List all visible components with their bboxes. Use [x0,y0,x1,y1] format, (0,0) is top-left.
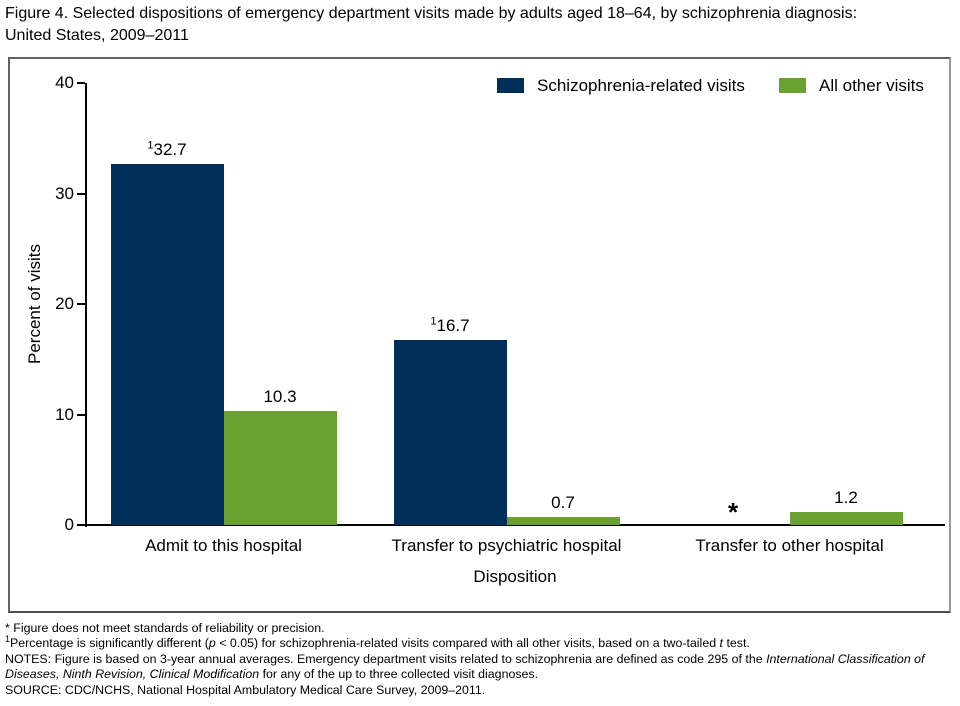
legend-swatch-icon [497,78,524,93]
y-axis-tick [77,192,85,195]
significance-superscript: 1 [147,139,154,151]
bar-value-label: 116.7 [430,315,470,336]
figure-title: Figure 4. Selected dispositions of emerg… [5,3,955,47]
legend-item-0: Schizophrenia-related visits [497,76,745,95]
significance-superscript: 1 [430,315,437,328]
y-axis-tick [77,524,85,526]
legend-swatch-icon [779,78,806,93]
bar-value-label: 132.7 [147,139,187,159]
chart-frame: Schizophrenia-related visits All other vi… [8,57,951,613]
legend-label: All other visits [819,75,924,95]
bar-value-label: 10.3 [263,387,297,407]
category-label-0: Admit to this hospital [145,536,302,555]
bar-all-other-1 [506,517,620,525]
legend-label: Schizophrenia-related visits [537,75,745,95]
category-label-1: Transfer to psychiatric hospital [391,536,622,555]
y-tick-label: 30 [55,183,74,203]
bar-schizophrenia-1 [393,340,507,525]
y-axis-line [85,83,87,527]
y-tick-label: 40 [55,73,74,92]
x-axis-line [85,524,945,526]
footnote-line-3: SOURCE: CDC/NCHS, National Hospital Ambu… [5,683,953,698]
x-axis-title: Disposition [473,567,557,586]
footnote-text: SOURCE: CDC/NCHS, National Hospital Ambu… [5,682,486,697]
legend: Schizophrenia-related visits All other vi… [10,59,949,99]
footnote-text: * Figure does not meet standards of reli… [5,621,325,635]
y-tick-label: 20 [55,294,74,313]
y-axis-tick [77,413,85,416]
bar-value-label: 1.2 [834,487,858,507]
bar-schizophrenia-0 [110,163,224,525]
bar-all-other-2 [789,511,903,525]
footnote-text: International Classification of Diseases… [5,651,925,682]
figure-title-line1: Figure 4. Selected dispositions of emerg… [5,5,858,22]
y-axis-tick [77,82,85,84]
plot-area: Schizophrenia-related visits All other vi… [10,59,949,611]
footnote-text: < 0.05) for schizophrenia-related visits… [215,636,720,651]
y-tick-label: 0 [64,515,74,534]
bar-all-other-0 [223,411,337,525]
suppressed-estimate-asterisk: * [727,497,739,527]
bar-value-label: 0.7 [551,493,575,513]
footnotes: * Figure does not meet standards of reli… [5,621,953,698]
footnote-text: 1 [5,634,11,645]
footnote-text: p [208,636,216,651]
footnote-text: NOTES: Figure is based on 3-year annual … [5,651,767,666]
y-axis-tick [77,303,85,305]
legend-item-1: All other visits [779,76,924,95]
footnote-line-0: * Figure does not meet standards of reli… [5,621,953,636]
footnote-text: test. [723,636,750,651]
footnote-line-1: 1Percentage is significantly different (… [5,634,953,651]
y-tick-label: 10 [55,404,74,424]
footnote-text: for any of the up to three collected vis… [259,667,539,682]
footnote-line-2: NOTES: Figure is based on 3-year annual … [5,652,953,683]
footnote-text: Percentage is significantly different ( [10,636,209,651]
footnote-text: t [719,636,723,651]
figure-title-line2: United States, 2009–2011 [5,27,189,44]
category-label-2: Transfer to other hospital [695,536,884,555]
